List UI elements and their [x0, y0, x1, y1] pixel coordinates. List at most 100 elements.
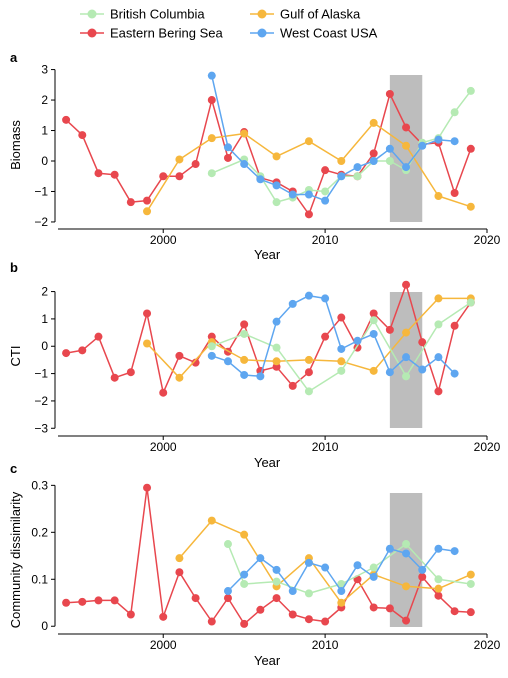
- data-point: [369, 316, 378, 325]
- data-point: [272, 362, 281, 371]
- data-point: [385, 325, 394, 334]
- data-point: [321, 617, 330, 626]
- data-point: [175, 172, 184, 181]
- data-point: [223, 357, 232, 366]
- data-point: [159, 172, 168, 181]
- data-point: [288, 190, 297, 199]
- legend-label: Gulf of Alaska: [280, 7, 361, 22]
- data-point: [78, 346, 87, 355]
- y-tick-label: −1: [34, 367, 48, 381]
- series-line: [227, 543, 471, 595]
- y-tick-label: 0: [41, 619, 48, 633]
- data-point: [272, 317, 281, 326]
- data-point: [272, 181, 281, 190]
- data-point: [337, 587, 346, 596]
- data-point: [369, 366, 378, 375]
- data-point: [353, 163, 362, 172]
- data-point: [466, 86, 475, 95]
- data-point: [288, 587, 297, 596]
- data-point: [240, 579, 249, 588]
- legend-label: West Coast USA: [280, 26, 378, 41]
- series-line: [65, 283, 472, 394]
- data-point: [418, 572, 427, 581]
- data-point: [337, 172, 346, 181]
- data-point: [466, 298, 475, 307]
- data-point: [418, 338, 427, 347]
- data-point: [434, 192, 443, 201]
- legend-item-west-coast-usa: West Coast USA: [250, 26, 378, 41]
- y-tick-label: 0.2: [31, 525, 48, 539]
- data-point: [304, 190, 313, 199]
- data-point: [288, 299, 297, 308]
- data-point: [240, 160, 249, 169]
- data-point: [175, 155, 184, 164]
- data-point: [402, 163, 411, 172]
- x-tick-label: 2010: [312, 638, 339, 652]
- data-point: [175, 568, 184, 577]
- data-point: [223, 594, 232, 603]
- data-point: [304, 355, 313, 364]
- legend-marker: [87, 28, 97, 38]
- data-point: [337, 157, 346, 165]
- x-tick-label: 2010: [312, 440, 339, 454]
- data-point: [272, 577, 281, 586]
- series-eastern-bering-sea: [62, 483, 475, 628]
- data-point: [240, 320, 249, 329]
- x-tick-label: 2000: [150, 638, 177, 652]
- data-point: [272, 198, 281, 207]
- data-point: [143, 207, 152, 216]
- data-point: [240, 570, 249, 579]
- y-axis-title: Biomass: [8, 120, 23, 170]
- data-point: [450, 321, 459, 330]
- legend-item-gulf-of-alaska: Gulf of Alaska: [250, 7, 361, 22]
- data-point: [272, 357, 281, 366]
- data-point: [143, 339, 152, 348]
- data-point: [240, 370, 249, 379]
- legend: British Columbia Gulf of Alaska Eastern Be…: [80, 7, 378, 41]
- data-point: [385, 604, 394, 613]
- legend-label: Eastern Bering Sea: [110, 26, 224, 41]
- data-point: [337, 579, 346, 588]
- series-west-coast-usa: [223, 544, 459, 596]
- data-point: [126, 610, 135, 619]
- y-tick-label: 2: [41, 285, 48, 299]
- y-tick-label: −1: [34, 184, 48, 198]
- data-point: [304, 387, 313, 396]
- data-point: [126, 368, 135, 377]
- data-point: [223, 153, 232, 162]
- data-point: [94, 332, 103, 341]
- y-tick-label: 0: [41, 154, 48, 168]
- series-west-coast-usa: [207, 71, 459, 205]
- data-point: [304, 210, 313, 219]
- data-point: [256, 175, 265, 184]
- series-eastern-bering-sea: [62, 280, 475, 397]
- data-point: [110, 170, 119, 179]
- data-point: [450, 189, 459, 197]
- data-point: [402, 372, 411, 381]
- data-point: [353, 561, 362, 570]
- data-point: [304, 291, 313, 300]
- data-point: [450, 108, 459, 117]
- y-tick-label: 0.3: [31, 478, 48, 492]
- data-point: [369, 572, 378, 581]
- data-point: [369, 329, 378, 338]
- data-point: [288, 381, 297, 390]
- data-point: [94, 596, 103, 605]
- y-axis-title: Community dissimilarity: [8, 491, 23, 628]
- series-gulf-of-alaska: [143, 118, 475, 216]
- data-point: [466, 202, 475, 211]
- panel-letter: c: [10, 461, 17, 476]
- data-point: [175, 554, 184, 563]
- data-point: [450, 607, 459, 616]
- data-point: [223, 540, 232, 549]
- data-point: [175, 373, 184, 382]
- data-point: [337, 366, 346, 375]
- data-point: [434, 353, 443, 362]
- data-point: [321, 166, 330, 175]
- data-point: [304, 368, 313, 377]
- data-point: [207, 96, 216, 105]
- data-point: [272, 565, 281, 574]
- x-tick-label: 2000: [150, 233, 177, 247]
- data-point: [240, 329, 249, 338]
- data-point: [369, 118, 378, 127]
